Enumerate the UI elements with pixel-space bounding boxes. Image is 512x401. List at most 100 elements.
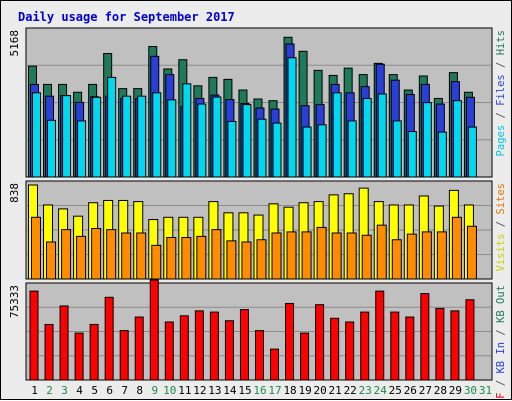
bar-hits-pages-day-30 xyxy=(467,126,477,178)
x-tick-label: 1 xyxy=(31,384,38,397)
x-tick-label: 4 xyxy=(76,384,83,397)
bar-visits-sites-day-9 xyxy=(151,244,162,280)
legend-entry: KB F xyxy=(495,392,507,401)
bar-visits-sites-day-24 xyxy=(376,224,387,280)
panel-visits-max-label: 838 xyxy=(8,183,21,203)
bar-hits-pages-day-17 xyxy=(272,122,282,178)
bar-visits-sites-day-25 xyxy=(391,239,402,280)
bar-kbytes-kb-f-day-11 xyxy=(179,315,189,381)
bar-kbytes-kb-f-day-27 xyxy=(420,293,430,381)
x-tick-label: 14 xyxy=(223,384,237,397)
legend-entry: Files xyxy=(495,74,507,106)
bar-kbytes-kb-f-day-24 xyxy=(375,290,385,381)
x-tick-label: 18 xyxy=(283,384,296,397)
bar-hits-pages-day-4 xyxy=(77,120,87,178)
bar-visits-sites-day-2 xyxy=(46,241,57,280)
bar-kbytes-kb-f-day-20 xyxy=(315,304,325,381)
legend-entry: KB Out xyxy=(495,285,507,323)
x-tick-label: 29 xyxy=(449,384,462,397)
bar-kbytes-kb-f-day-6 xyxy=(104,296,114,381)
bar-kbytes-kb-f-day-28 xyxy=(435,307,445,381)
x-tick-label: 26 xyxy=(404,384,417,397)
bar-visits-sites-day-22 xyxy=(346,232,357,280)
bar-kbytes-kb-f-day-25 xyxy=(390,311,400,381)
bar-kbytes-kb-f-day-22 xyxy=(345,321,355,381)
x-tick-label: 25 xyxy=(389,384,402,397)
x-tick-label: 16 xyxy=(253,384,266,397)
bar-visits-sites-day-27 xyxy=(421,231,432,280)
legend-entry: KB In xyxy=(495,342,507,374)
bar-kbytes-kb-f-day-14 xyxy=(224,320,234,381)
x-tick-label: 5 xyxy=(91,384,98,397)
panel-kbytes-max-label: 75333 xyxy=(8,285,21,318)
bar-hits-pages-day-2 xyxy=(47,119,57,178)
bar-hits-pages-day-16 xyxy=(257,118,267,178)
bar-visits-sites-day-21 xyxy=(331,232,342,280)
bar-hits-pages-day-21 xyxy=(332,92,342,178)
bar-kbytes-kb-f-day-18 xyxy=(285,302,295,381)
legend-entry: / xyxy=(495,323,507,342)
legend-entry: Visits xyxy=(495,234,507,272)
bar-visits-sites-day-11 xyxy=(181,236,192,280)
bar-kbytes-kb-f-day-23 xyxy=(360,311,370,381)
legend-entry: / xyxy=(495,215,507,234)
bar-visits-sites-day-1 xyxy=(31,216,41,280)
bar-kbytes-kb-f-day-13 xyxy=(209,311,219,381)
panel-visits: 838 Visits / Sites xyxy=(8,180,507,280)
panel-hits: 5168 Pages / Files / Hits xyxy=(8,27,507,178)
bar-kbytes-kb-f-day-1 xyxy=(29,290,39,381)
bar-visits-sites-day-15 xyxy=(241,241,252,280)
bar-visits-sites-day-19 xyxy=(301,231,312,280)
x-tick-label: 12 xyxy=(193,384,206,397)
bar-hits-pages-day-12 xyxy=(197,103,207,178)
legend-entry: / xyxy=(495,55,507,74)
bar-visits-sites-day-28 xyxy=(436,231,447,280)
x-tick-label: 19 xyxy=(298,384,311,397)
x-tick-label: 28 xyxy=(434,384,447,397)
bar-visits-sites-day-5 xyxy=(91,228,102,280)
bar-kbytes-kb-f-day-2 xyxy=(44,323,54,381)
bar-visits-sites-day-13 xyxy=(211,229,222,280)
x-tick-label: 24 xyxy=(374,384,388,397)
bar-visits-sites-day-14 xyxy=(226,240,237,280)
panel-kbytes-legend: KB F / KB In / KB Out xyxy=(495,285,507,401)
chart-title: Daily usage for September 2017 xyxy=(18,10,235,24)
bar-hits-pages-day-20 xyxy=(317,124,327,178)
bar-visits-sites-day-8 xyxy=(136,232,147,280)
bar-hits-pages-day-15 xyxy=(242,104,252,178)
x-tick-label: 3 xyxy=(61,384,68,397)
x-tick-label: 20 xyxy=(314,384,327,397)
bar-kbytes-kb-f-day-10 xyxy=(164,321,174,381)
panel-hits-legend: Pages / Files / Hits xyxy=(495,30,507,156)
x-tick-label: 21 xyxy=(329,384,342,397)
bar-hits-pages-day-25 xyxy=(392,120,402,178)
bar-hits-pages-day-6 xyxy=(107,76,117,178)
bar-kbytes-kb-f-day-29 xyxy=(450,310,460,381)
bar-kbytes-kb-f-day-19 xyxy=(300,332,310,381)
legend-entry: Pages xyxy=(495,125,507,157)
bar-hits-pages-day-1 xyxy=(32,92,41,178)
x-tick-label: 27 xyxy=(419,384,432,397)
x-tick-label: 8 xyxy=(136,384,143,397)
bar-kbytes-kb-f-day-7 xyxy=(119,330,129,381)
x-tick-label: 15 xyxy=(238,384,251,397)
bar-kbytes-kb-f-day-21 xyxy=(330,317,340,381)
bar-visits-sites-day-7 xyxy=(121,232,132,280)
bar-kbytes-kb-f-day-5 xyxy=(89,323,99,381)
bar-visits-sites-day-10 xyxy=(166,236,177,280)
bar-visits-sites-day-23 xyxy=(361,234,372,280)
bar-hits-pages-day-14 xyxy=(227,120,237,178)
x-tick-label: 2 xyxy=(46,384,53,397)
bar-kbytes-kb-f-day-4 xyxy=(74,332,84,381)
bar-kbytes-kb-f-day-30 xyxy=(465,299,475,381)
legend-entry: Sites xyxy=(495,183,507,215)
bar-kbytes-kb-f-day-3 xyxy=(59,305,69,381)
x-tick-label: 13 xyxy=(208,384,221,397)
bar-hits-pages-day-27 xyxy=(422,102,432,178)
bar-hits-pages-day-8 xyxy=(137,95,147,178)
bar-hits-pages-day-28 xyxy=(437,131,447,178)
x-tick-label: 30 xyxy=(464,384,477,397)
bar-hits-pages-day-9 xyxy=(152,92,162,178)
